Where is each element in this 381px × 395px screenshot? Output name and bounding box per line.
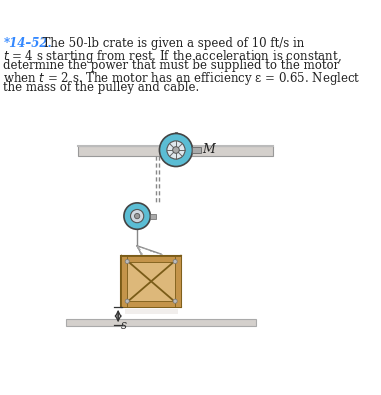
Bar <box>125 308 178 314</box>
Bar <box>122 301 181 307</box>
Bar <box>150 214 156 218</box>
Bar <box>78 146 273 156</box>
Bar <box>122 256 127 307</box>
Text: determine the power that must be supplied to the motor: determine the power that must be supplie… <box>3 59 339 72</box>
Circle shape <box>124 203 150 229</box>
Circle shape <box>173 260 177 263</box>
Text: s: s <box>121 318 126 331</box>
Text: the mass of the pulley and cable.: the mass of the pulley and cable. <box>3 81 200 94</box>
Bar <box>122 256 181 261</box>
Circle shape <box>125 299 129 303</box>
Circle shape <box>125 260 129 263</box>
Circle shape <box>134 213 140 219</box>
Circle shape <box>173 299 177 303</box>
Circle shape <box>131 209 144 223</box>
Circle shape <box>167 141 185 159</box>
Bar <box>175 256 181 307</box>
Bar <box>66 319 256 326</box>
Text: The 50-lb crate is given a speed of 10 ft/s in: The 50-lb crate is given a speed of 10 f… <box>35 37 304 50</box>
Text: $t$ = 4 s starting from rest. If the acceleration is constant,: $t$ = 4 s starting from rest. If the acc… <box>3 48 342 65</box>
Bar <box>122 256 181 307</box>
Text: M: M <box>202 143 215 156</box>
Circle shape <box>159 134 192 167</box>
Text: when $t$ = 2 s. The motor has an efficiency ε = 0.65. Neglect: when $t$ = 2 s. The motor has an efficie… <box>3 70 361 87</box>
Text: *14–52.: *14–52. <box>3 37 52 50</box>
Circle shape <box>173 147 179 153</box>
Bar <box>192 147 201 153</box>
